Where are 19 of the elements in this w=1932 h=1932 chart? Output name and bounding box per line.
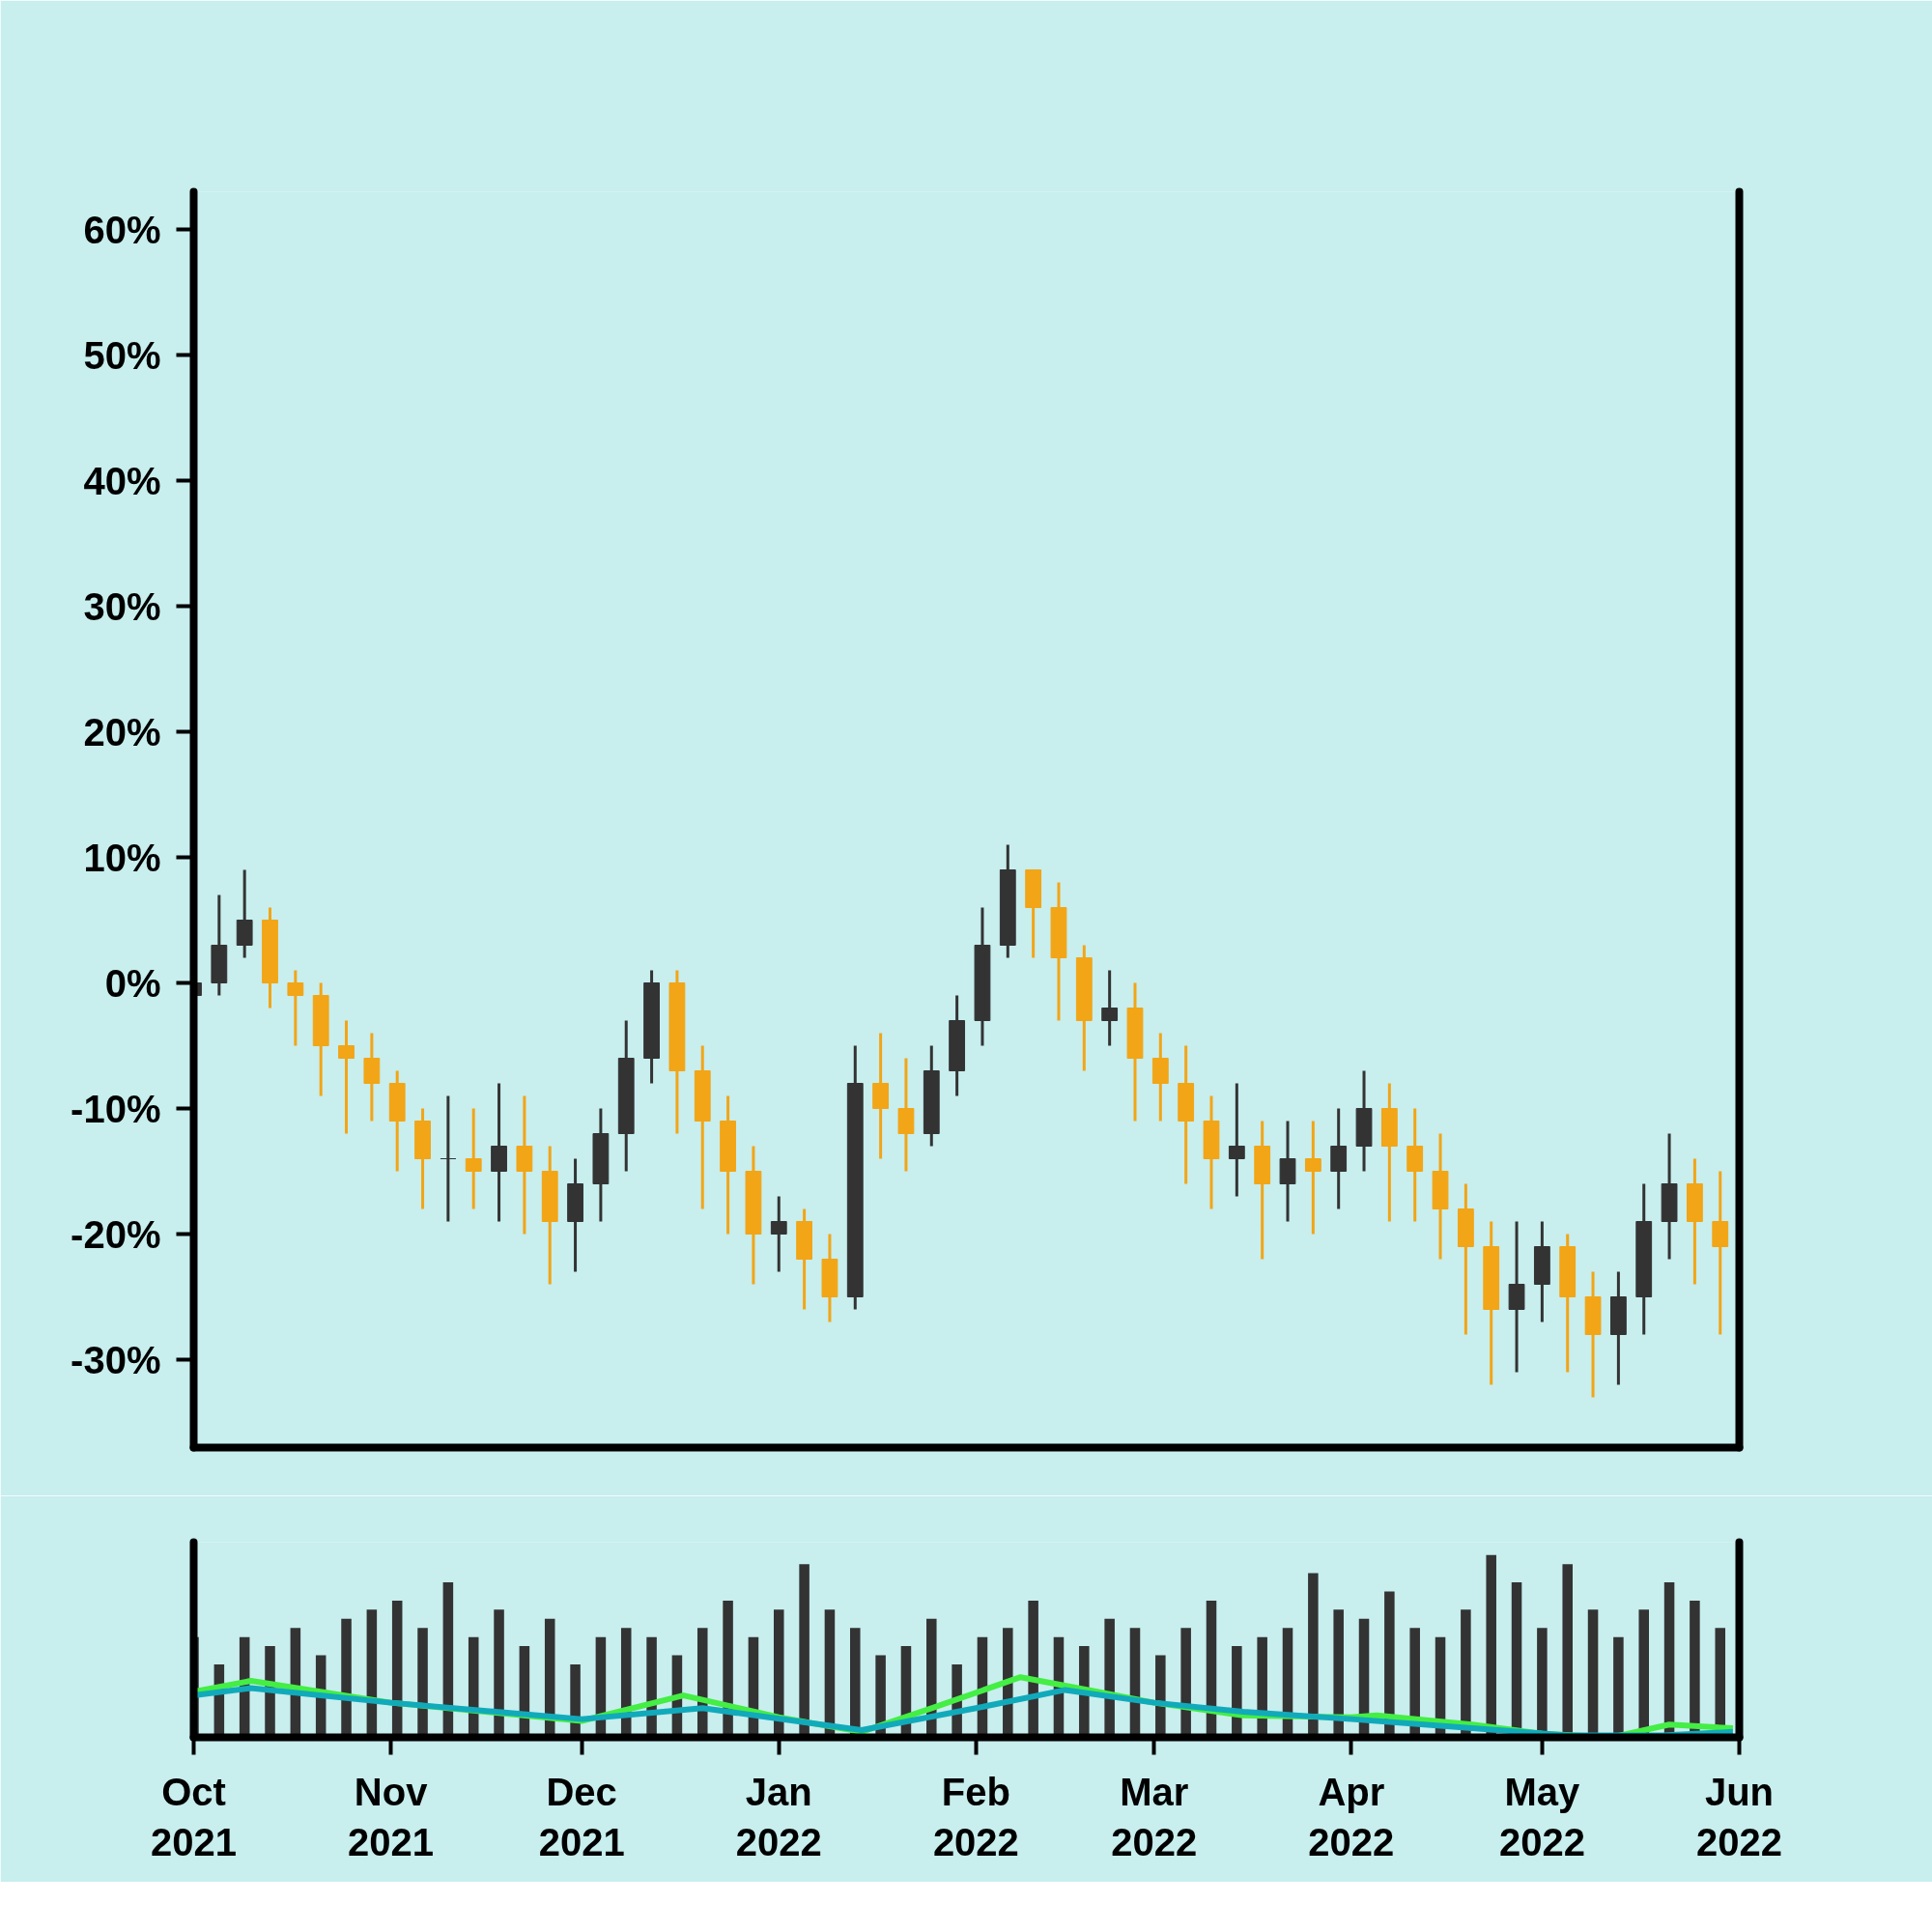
x-tick-label: Jan 2022	[735, 1770, 822, 1864]
x-tick-label: Mar 2022	[1111, 1770, 1198, 1864]
x-tick-label: Jun 2022	[1696, 1770, 1782, 1864]
y-tick-label: 40%	[83, 459, 161, 502]
x-tick-label: Feb 2022	[932, 1770, 1019, 1864]
y-tick-label: -10%	[71, 1087, 161, 1130]
y-tick-label: 50%	[83, 333, 161, 377]
y-tick-label: 60%	[83, 208, 161, 251]
x-tick-label: May 2022	[1498, 1770, 1585, 1864]
x-tick-label: Apr 2022	[1308, 1770, 1395, 1864]
y-tick-label: 10%	[83, 836, 161, 879]
x-tick-label: Dec 2021	[538, 1770, 625, 1864]
y-tick-label: 20%	[83, 710, 161, 753]
x-tick-label: Nov 2021	[348, 1770, 435, 1864]
y-tick-label: 0%	[104, 961, 161, 1005]
y-tick-label: -30%	[71, 1338, 161, 1381]
y-tick-label: 30%	[83, 584, 161, 628]
x-tick-label: Oct 2021	[151, 1770, 237, 1864]
y-tick-label: -20%	[71, 1212, 161, 1256]
